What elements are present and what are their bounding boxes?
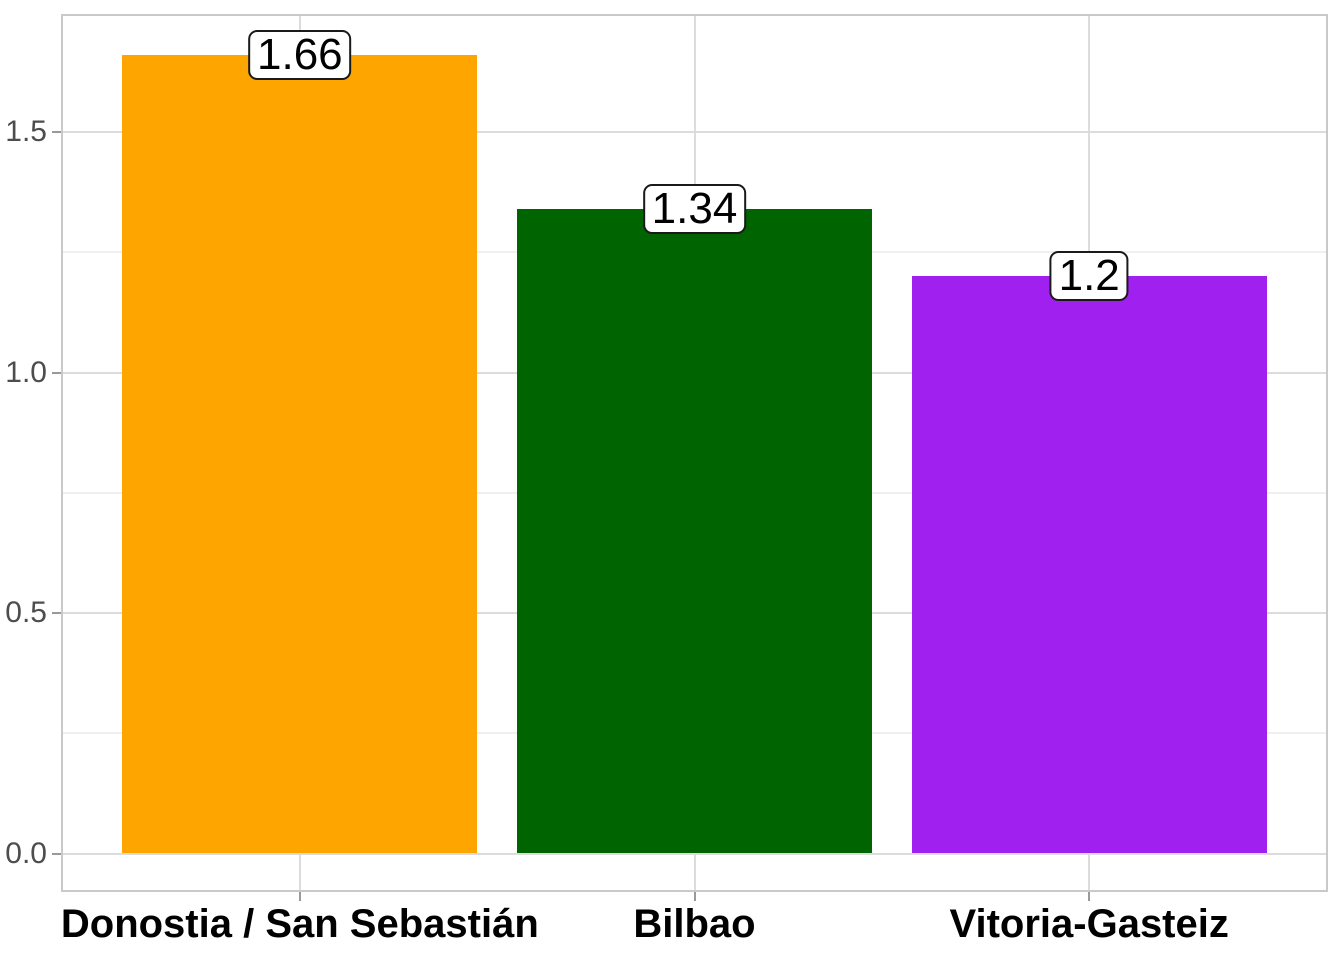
x-tick-mark (693, 892, 696, 901)
y-tick-label: 1.0 (5, 355, 47, 389)
x-axis-label: Donostia / San Sebastián (60, 902, 539, 946)
x-tick-mark (298, 892, 301, 901)
value-label: 1.2 (1049, 251, 1129, 302)
bar (516, 208, 873, 854)
y-tick-label: 0.5 (5, 596, 47, 629)
plot-panel: 1.66 1.34 1.2 (61, 14, 1328, 892)
y-tick-mark (52, 131, 61, 133)
y-tick-label: 1.5 (5, 115, 47, 148)
value-label: 1.34 (642, 183, 747, 234)
y-tick-label: 0.0 (5, 836, 47, 870)
x-tick-mark (1088, 892, 1091, 901)
bar (122, 55, 478, 854)
bar (911, 276, 1267, 854)
y-tick-mark (52, 371, 61, 374)
x-axis-label: Bilbao (633, 902, 756, 946)
y-tick-mark (52, 612, 61, 614)
y-tick-mark (52, 852, 61, 855)
x-axis-label: Vitoria-Gasteiz (949, 902, 1229, 946)
value-label: 1.66 (247, 30, 352, 81)
